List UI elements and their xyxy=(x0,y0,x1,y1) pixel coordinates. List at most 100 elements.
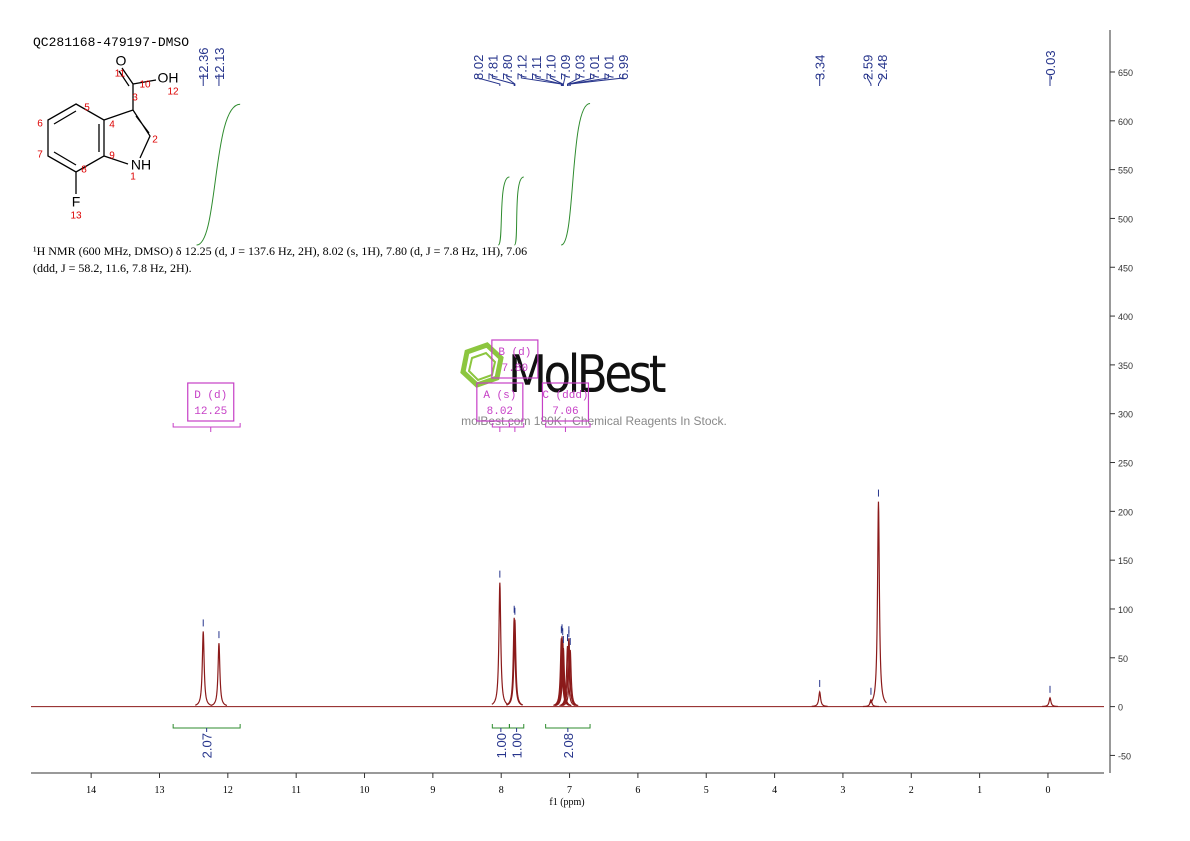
peak xyxy=(870,501,887,704)
y-tick-label: 150 xyxy=(1118,556,1133,566)
peak-label: -0.03 xyxy=(1043,50,1058,80)
chart-title: QC281168-479197-DMSO xyxy=(33,35,189,50)
x-tick-label: 6 xyxy=(635,785,640,796)
integral-label: 1.00 xyxy=(510,733,525,758)
peak-label: 7.11 xyxy=(529,56,544,80)
multiplet-shift: 7.06 xyxy=(552,406,578,418)
peak-label: 8.02 xyxy=(471,55,486,80)
atom-number: 8 xyxy=(81,165,87,176)
peak-label: 3.34 xyxy=(813,55,828,80)
peak-label: 6.99 xyxy=(616,55,631,80)
atom-number: 7 xyxy=(37,150,43,161)
peak xyxy=(506,619,524,706)
x-tick-label: 1 xyxy=(977,785,982,796)
atom-number: 12 xyxy=(167,87,179,98)
x-tick-label: 9 xyxy=(430,785,435,796)
multiplet-shift: 7.80 xyxy=(502,363,528,375)
peak-leader xyxy=(568,74,609,86)
peak xyxy=(1041,696,1059,708)
multiplet-shift: 12.25 xyxy=(194,406,227,418)
y-tick-label: 0 xyxy=(1118,703,1123,713)
peak-leader xyxy=(549,74,564,86)
atom-number: 5 xyxy=(84,103,90,114)
peak xyxy=(862,698,879,708)
peak-label: 7.01 xyxy=(601,55,616,80)
y-tick-label: 100 xyxy=(1118,605,1133,615)
annotation: (ddd, J = 58.2, 11.6, 7.8 Hz, 2H). xyxy=(33,261,192,275)
y-tick-label: 600 xyxy=(1118,117,1133,127)
peak xyxy=(555,647,572,707)
x-tick-label: 12 xyxy=(223,785,233,796)
peak-label: 12.13 xyxy=(212,47,227,80)
x-tick-label: 13 xyxy=(154,785,164,796)
multiplet-name: D (d) xyxy=(194,390,227,402)
peak xyxy=(560,642,578,706)
peak xyxy=(210,643,228,707)
peak-leader xyxy=(520,74,562,86)
y-tick-label: -50 xyxy=(1118,751,1131,761)
peak-label: 7.09 xyxy=(558,55,573,80)
atom-number: 6 xyxy=(37,119,43,130)
y-tick-label: 450 xyxy=(1118,263,1133,273)
peak-leader xyxy=(567,74,580,86)
multiplet-range xyxy=(172,423,241,428)
x-tick-label: 2 xyxy=(909,785,914,796)
y-tick-label: 500 xyxy=(1118,214,1133,224)
multiplet-range xyxy=(545,423,591,428)
integral-bracket xyxy=(172,724,241,729)
atom-number: 13 xyxy=(70,211,82,222)
peak-leader xyxy=(866,74,872,86)
x-tick-label: 8 xyxy=(499,785,504,796)
integral-curve xyxy=(560,103,591,246)
y-tick-label: 400 xyxy=(1118,312,1133,322)
integral-curve xyxy=(196,103,241,246)
integral-curve xyxy=(513,176,525,246)
x-tick-label: 7 xyxy=(567,785,572,796)
integral-bracket xyxy=(508,724,525,729)
peak-leader xyxy=(569,74,624,86)
multiplet-name: A (s) xyxy=(483,390,516,402)
x-tick-label: 11 xyxy=(291,785,301,796)
x-axis-label: f1 (ppm) xyxy=(549,797,584,808)
atom-number: 4 xyxy=(109,120,115,131)
peak-label: 7.81 xyxy=(485,55,500,80)
peak xyxy=(811,690,828,707)
structure: O OH NH F 1 2 3 4 5 6 7 8 9 10 11 12 13 xyxy=(37,53,179,222)
y-tick-label: 350 xyxy=(1118,361,1133,371)
integral-label: 1.00 xyxy=(494,733,509,758)
peak-label: 7.10 xyxy=(543,55,558,80)
peak xyxy=(562,649,579,707)
atom-number: 1 xyxy=(130,172,136,183)
peak-leader xyxy=(562,74,566,86)
integral-bracket xyxy=(545,724,591,729)
integral-label: 2.08 xyxy=(561,733,576,758)
x-tick-label: 3 xyxy=(840,785,845,796)
peak xyxy=(491,582,509,705)
peak-label: 7.80 xyxy=(500,55,515,80)
peak xyxy=(195,631,212,706)
peak-label: 7.12 xyxy=(514,55,529,80)
watermark-tagline: molBest.com 180K+ Chemical Reagents In S… xyxy=(461,414,727,428)
multiplet-name: B (d) xyxy=(498,347,531,359)
peak-label: 7.03 xyxy=(572,55,587,80)
peak-leader xyxy=(506,74,516,86)
y-tick-label: 50 xyxy=(1118,654,1128,664)
multiplet-box xyxy=(491,339,539,379)
y-tick-label: 550 xyxy=(1118,166,1133,176)
integral-bracket xyxy=(491,724,510,729)
atom: NH xyxy=(131,157,151,173)
y-tick-label: 300 xyxy=(1118,410,1133,420)
atom-number: 10 xyxy=(139,80,151,91)
peak-leader xyxy=(477,74,501,86)
peak-label: 7.01 xyxy=(587,55,602,80)
peak-label: 2.48 xyxy=(875,55,890,80)
integral-curve xyxy=(497,176,510,246)
x-tick-label: 4 xyxy=(772,785,777,796)
atom-number: 2 xyxy=(152,135,158,146)
atom-number: 9 xyxy=(109,151,115,162)
multiplet-shift: 8.02 xyxy=(487,406,513,418)
bonds xyxy=(47,67,157,194)
peak-label: 2.59 xyxy=(860,55,875,80)
multiplet-box xyxy=(476,382,524,422)
